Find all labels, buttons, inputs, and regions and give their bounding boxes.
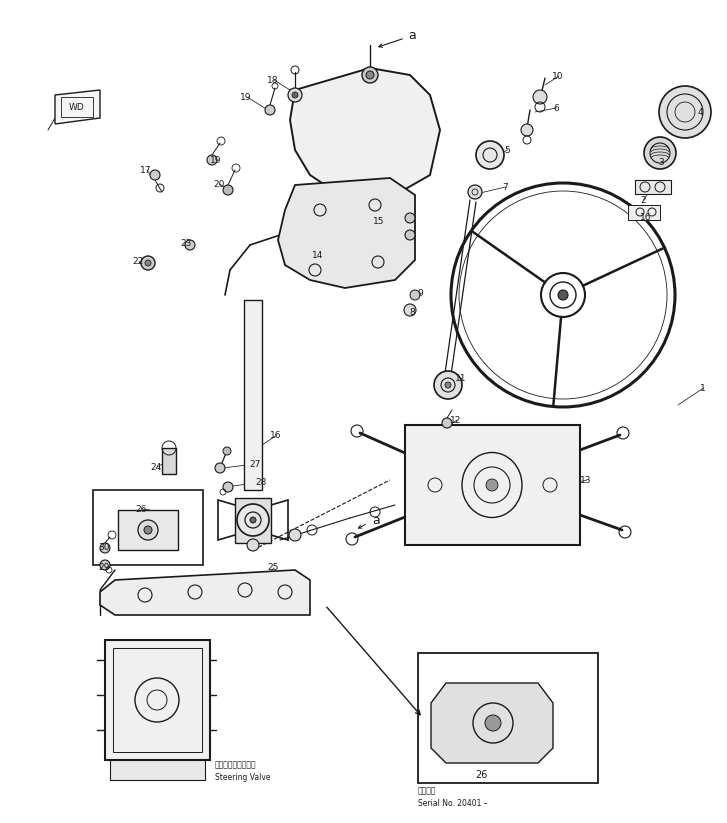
- Text: 12: 12: [450, 416, 462, 425]
- Circle shape: [404, 304, 416, 316]
- Text: 適用号機: 適用号機: [418, 787, 436, 796]
- Polygon shape: [100, 570, 310, 615]
- Text: 19: 19: [210, 156, 222, 165]
- Bar: [61, 97, 93, 117]
- Text: 13: 13: [580, 476, 592, 485]
- Bar: [635, 180, 671, 194]
- Text: 11: 11: [455, 374, 467, 383]
- Polygon shape: [431, 683, 553, 763]
- Text: 25: 25: [267, 564, 278, 573]
- Circle shape: [289, 529, 301, 541]
- Text: 14: 14: [312, 250, 324, 259]
- Polygon shape: [278, 178, 415, 288]
- Bar: [110, 760, 205, 780]
- Bar: [93, 490, 203, 565]
- Text: 3: 3: [658, 157, 664, 166]
- Text: 24: 24: [150, 463, 161, 472]
- Bar: [418, 653, 598, 783]
- Polygon shape: [290, 68, 440, 200]
- Text: 5: 5: [504, 146, 510, 155]
- Circle shape: [223, 447, 231, 455]
- Circle shape: [434, 371, 462, 399]
- Bar: [162, 448, 176, 474]
- Circle shape: [215, 463, 225, 473]
- Bar: [405, 425, 580, 545]
- Text: 16: 16: [270, 430, 281, 439]
- Bar: [113, 648, 202, 752]
- Circle shape: [366, 71, 374, 79]
- Circle shape: [207, 155, 217, 165]
- Bar: [244, 300, 262, 490]
- Circle shape: [100, 543, 110, 553]
- Circle shape: [410, 290, 420, 300]
- Text: a: a: [372, 514, 379, 527]
- Circle shape: [405, 230, 415, 240]
- Text: WD: WD: [69, 103, 85, 111]
- Circle shape: [144, 526, 152, 534]
- Circle shape: [223, 185, 233, 195]
- Text: 4: 4: [698, 108, 704, 117]
- Circle shape: [145, 260, 151, 266]
- Text: 23: 23: [180, 239, 191, 248]
- Circle shape: [141, 256, 155, 270]
- Circle shape: [476, 141, 504, 169]
- Circle shape: [247, 539, 259, 551]
- Circle shape: [100, 560, 110, 570]
- Circle shape: [265, 105, 275, 115]
- Circle shape: [659, 86, 711, 138]
- Text: 15: 15: [373, 216, 385, 226]
- Text: 9: 9: [417, 290, 422, 299]
- Text: 16: 16: [640, 212, 651, 221]
- Circle shape: [558, 290, 568, 300]
- Text: 27: 27: [249, 459, 260, 468]
- Circle shape: [644, 137, 676, 169]
- Circle shape: [485, 715, 501, 731]
- Text: 10: 10: [552, 72, 563, 81]
- Circle shape: [138, 520, 158, 540]
- Text: 26: 26: [475, 770, 487, 780]
- Circle shape: [442, 418, 452, 428]
- Text: 22: 22: [132, 258, 143, 267]
- Circle shape: [223, 482, 233, 492]
- Circle shape: [362, 67, 378, 83]
- Text: 2: 2: [640, 196, 646, 204]
- Text: 8: 8: [409, 308, 414, 317]
- Text: 7: 7: [502, 183, 507, 192]
- Circle shape: [150, 170, 160, 180]
- Circle shape: [468, 185, 482, 199]
- Circle shape: [445, 382, 451, 388]
- Circle shape: [288, 88, 302, 102]
- Text: 6: 6: [553, 104, 559, 113]
- Text: 26: 26: [135, 504, 146, 514]
- Circle shape: [405, 213, 415, 223]
- Circle shape: [521, 124, 533, 136]
- Circle shape: [533, 90, 547, 104]
- Polygon shape: [55, 90, 100, 124]
- Bar: [105, 640, 210, 760]
- Text: 18: 18: [267, 76, 278, 85]
- Circle shape: [185, 240, 195, 250]
- Text: 30: 30: [98, 542, 110, 551]
- Text: 20: 20: [213, 179, 225, 188]
- Text: 28: 28: [255, 477, 266, 486]
- Text: a: a: [408, 29, 416, 41]
- Circle shape: [250, 517, 256, 523]
- Circle shape: [237, 504, 269, 536]
- Text: 17: 17: [140, 165, 151, 174]
- Polygon shape: [235, 498, 271, 543]
- Circle shape: [486, 479, 498, 491]
- Text: 19: 19: [240, 92, 252, 101]
- Polygon shape: [118, 510, 178, 550]
- Text: Serial No. 20401 –: Serial No. 20401 –: [418, 798, 488, 807]
- Text: Steering Valve: Steering Valve: [215, 774, 270, 783]
- Circle shape: [292, 92, 298, 98]
- Text: 1: 1: [700, 384, 706, 393]
- Text: ステアリングバルブ: ステアリングバルブ: [215, 760, 257, 770]
- Polygon shape: [628, 205, 660, 220]
- Text: 29: 29: [98, 564, 109, 573]
